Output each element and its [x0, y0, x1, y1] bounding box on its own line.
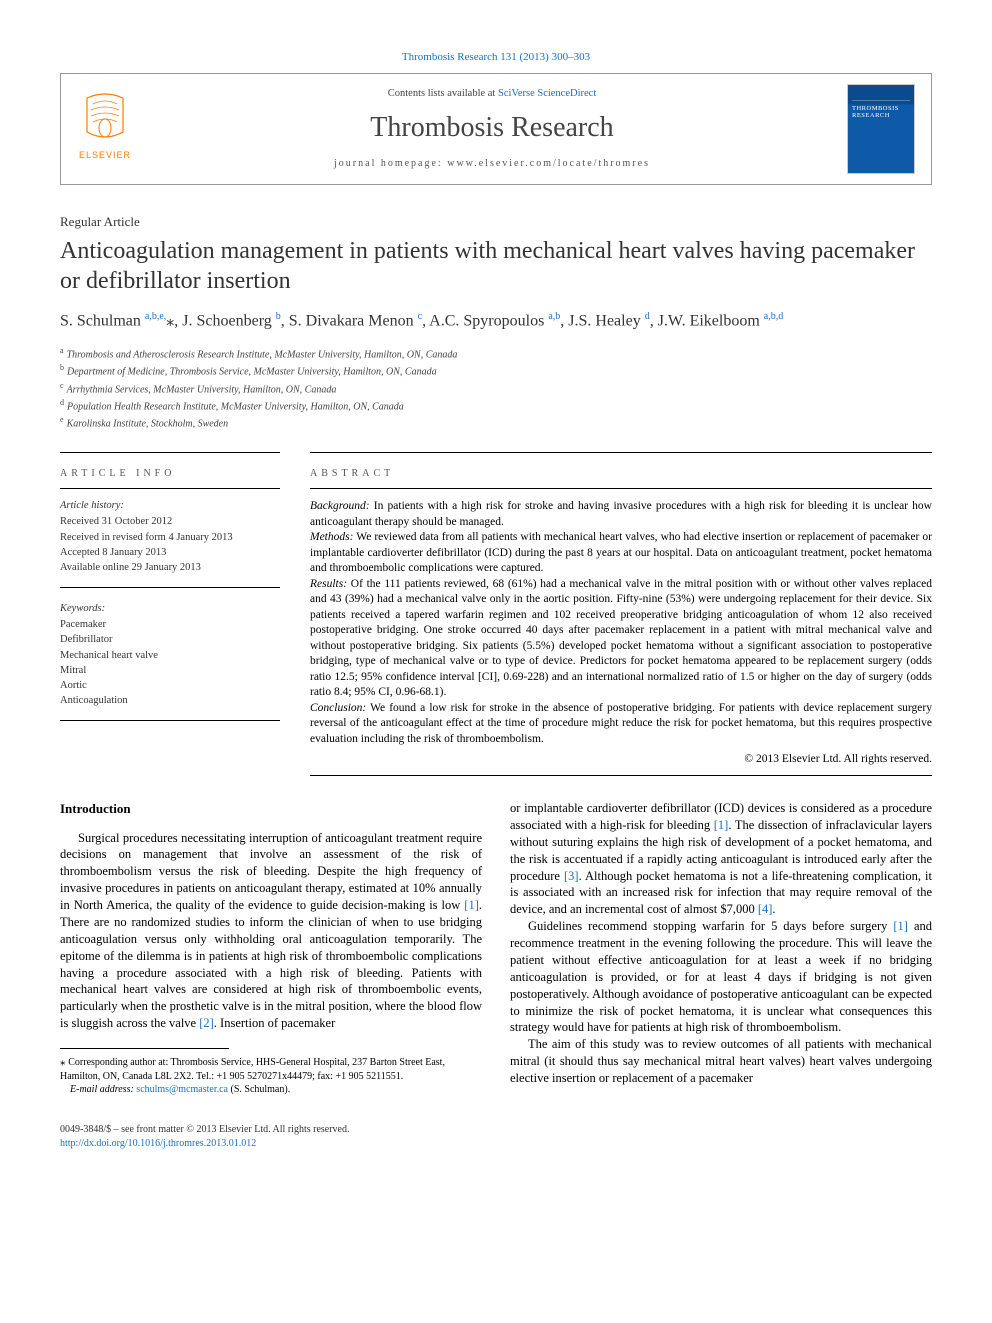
- citation-line: Thrombosis Research 131 (2013) 300–303: [60, 50, 932, 65]
- history-line: Received 31 October 2012: [60, 515, 280, 529]
- abstract-heading: ABSTRACT: [310, 467, 932, 481]
- journal-cover-thumbnail: THROMBOSIS RESEARCH: [847, 84, 915, 174]
- elsevier-logo: ELSEVIER: [77, 92, 137, 167]
- journal-homepage: journal homepage: www.elsevier.com/locat…: [137, 157, 847, 171]
- intro-text-col1: Surgical procedures necessitating interr…: [60, 830, 482, 1033]
- intro-text-col2: or implantable cardioverter defibrillato…: [510, 800, 932, 1087]
- article-info-sidebar: ARTICLE INFO Article history: Received 3…: [60, 452, 280, 776]
- issn-copyright-line: 0049-3848/$ – see front matter © 2013 El…: [60, 1123, 932, 1137]
- keyword: Aortic: [60, 679, 280, 693]
- keyword: Pacemaker: [60, 618, 280, 632]
- keyword: Mitral: [60, 664, 280, 678]
- article-type: Regular Article: [60, 213, 932, 231]
- corresponding-email[interactable]: schulms@mcmaster.ca: [136, 1084, 228, 1095]
- introduction-heading: Introduction: [60, 800, 482, 818]
- sciencedirect-link[interactable]: SciVerse ScienceDirect: [498, 88, 596, 99]
- abstract-results: Results: Of the 111 patients reviewed, 6…: [310, 577, 932, 701]
- history-line: Available online 29 January 2013: [60, 561, 280, 575]
- history-line: Received in revised form 4 January 2013: [60, 531, 280, 545]
- corresponding-author-footnote: ⁎ Corresponding author at: Thrombosis Se…: [60, 1055, 482, 1097]
- article-info-heading: ARTICLE INFO: [60, 467, 280, 481]
- keyword: Mechanical heart valve: [60, 649, 280, 663]
- keyword: Anticoagulation: [60, 694, 280, 708]
- body-column-right: or implantable cardioverter defibrillato…: [510, 800, 932, 1097]
- footer-block: 0049-3848/$ – see front matter © 2013 El…: [60, 1123, 932, 1151]
- abstract-section: ABSTRACT Background: In patients with a …: [310, 452, 932, 776]
- abstract-background: Background: In patients with a high risk…: [310, 499, 932, 530]
- author-list: S. Schulman a,b,e,⁎, J. Schoenberg b, S.…: [60, 310, 932, 333]
- article-title: Anticoagulation management in patients w…: [60, 236, 932, 296]
- keywords-label: Keywords:: [60, 602, 280, 616]
- body-column-left: Introduction Surgical procedures necessi…: [60, 800, 482, 1097]
- affiliation-line: cArrhythmia Services, McMaster Universit…: [60, 380, 932, 397]
- keyword: Defibrillator: [60, 633, 280, 647]
- journal-name: Thrombosis Research: [137, 109, 847, 147]
- history-label: Article history:: [60, 499, 280, 513]
- affiliation-line: dPopulation Health Research Institute, M…: [60, 397, 932, 414]
- copyright-line: © 2013 Elsevier Ltd. All rights reserved…: [310, 752, 932, 768]
- history-line: Accepted 8 January 2013: [60, 546, 280, 560]
- journal-header: ELSEVIER Contents lists available at Sci…: [60, 73, 932, 185]
- affiliation-line: aThrombosis and Atherosclerosis Research…: [60, 345, 932, 362]
- abstract-conclusion: Conclusion: We found a low risk for stro…: [310, 701, 932, 748]
- abstract-methods: Methods: We reviewed data from all patie…: [310, 530, 932, 577]
- contents-line: Contents lists available at SciVerse Sci…: [137, 87, 847, 101]
- doi-link[interactable]: http://dx.doi.org/10.1016/j.thromres.201…: [60, 1138, 256, 1149]
- affiliation-line: eKarolinska Institute, Stockholm, Sweden: [60, 414, 932, 431]
- affiliation-line: bDepartment of Medicine, Thrombosis Serv…: [60, 362, 932, 379]
- affiliations: aThrombosis and Atherosclerosis Research…: [60, 345, 932, 432]
- publisher-name: ELSEVIER: [79, 150, 131, 160]
